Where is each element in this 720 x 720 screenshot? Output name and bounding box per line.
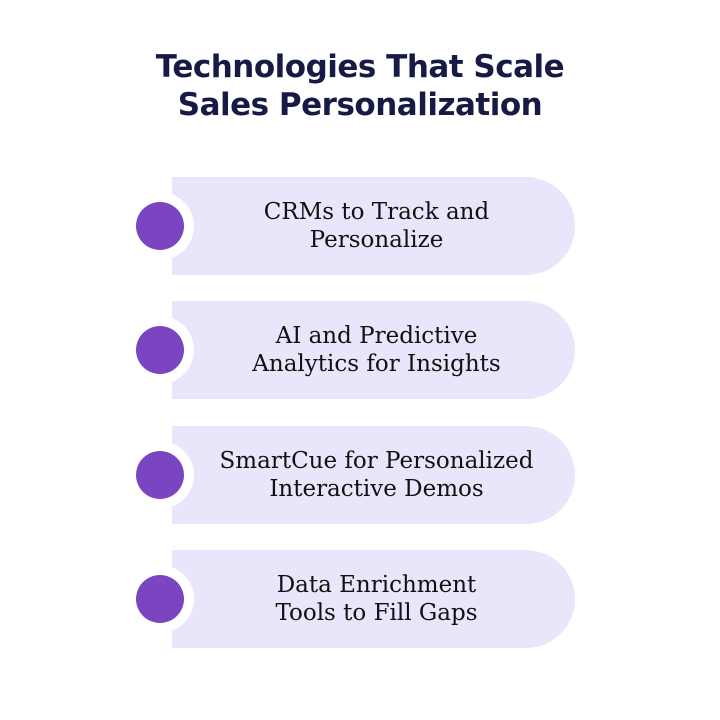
title-line-2: Sales Personalization bbox=[177, 87, 543, 123]
bullet-dot-icon bbox=[136, 451, 184, 499]
item-label: Data Enrichment Tools to Fill Gaps bbox=[275, 572, 478, 626]
item-card: CRMs to Track and Personalize bbox=[126, 177, 575, 275]
item-card: Data Enrichment Tools to Fill Gaps bbox=[126, 550, 575, 648]
bullet-dot-icon bbox=[136, 575, 184, 623]
bullet-dot-icon bbox=[136, 202, 184, 250]
page-title: Technologies That Scale Sales Personaliz… bbox=[0, 48, 720, 124]
item-label: SmartCue for Personalized Interactive Dem… bbox=[219, 448, 534, 502]
item-card: AI and Predictive Analytics for Insights bbox=[126, 301, 575, 399]
item-label: CRMs to Track and Personalize bbox=[263, 199, 490, 253]
item-label: AI and Predictive Analytics for Insights bbox=[252, 323, 501, 377]
bullet-dot-icon bbox=[136, 326, 184, 374]
title-line-1: Technologies That Scale bbox=[155, 49, 565, 85]
item-card: SmartCue for Personalized Interactive Dem… bbox=[126, 426, 575, 524]
